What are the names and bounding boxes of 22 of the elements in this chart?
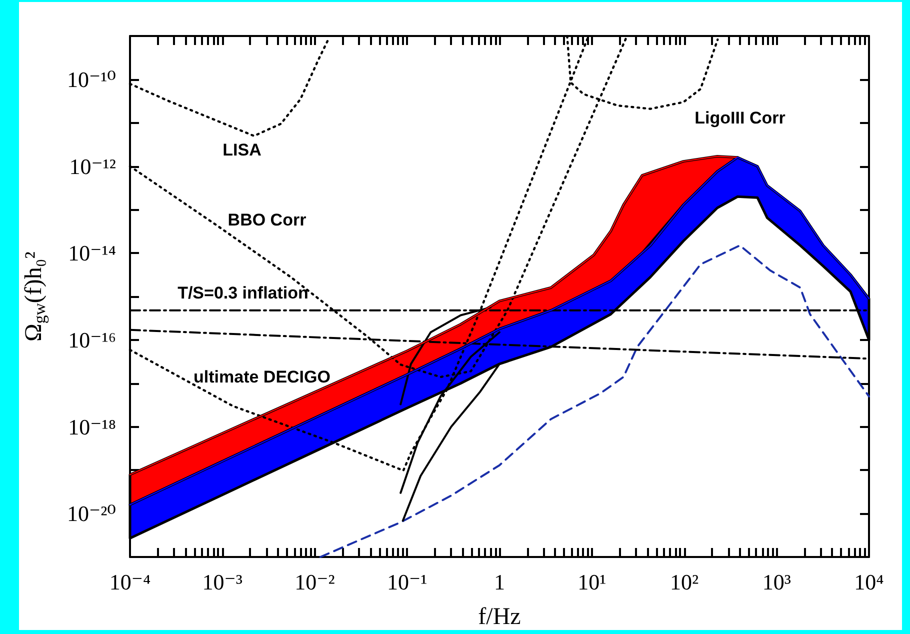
x-axis-title: f/Hz <box>478 604 521 630</box>
annotation: LigoIII Corr <box>694 108 786 128</box>
y-axis-title: Ωgw(f)h₀² <box>21 252 49 342</box>
annotation: ultimate DECIGO <box>194 368 330 386</box>
x-tick-label: 10⁻¹ <box>387 570 428 594</box>
x-tick-label: 10² <box>670 570 699 594</box>
x-tick-label: 10³ <box>762 570 792 594</box>
y-tick-label: 10⁻²⁰ <box>66 501 116 526</box>
x-tick-label: 10¹ <box>578 570 606 594</box>
y-tick-label: 10⁻¹⁸ <box>68 414 116 440</box>
x-tick-label: 10⁻⁴ <box>109 570 151 594</box>
x-tick-label: 10⁻² <box>294 570 336 594</box>
y-tick-label: 10⁻¹⁰ <box>66 66 116 92</box>
y-tick-label: 10⁻¹⁶ <box>68 327 116 352</box>
x-tick-label: 10⁻³ <box>202 570 243 594</box>
annotation: LISA <box>222 140 262 160</box>
annotation: BBO Corr <box>228 210 307 230</box>
annotation: T/S=0.3 inflation <box>178 284 308 302</box>
x-tick-label: 1 <box>494 570 505 594</box>
y-tick-label: 10⁻¹² <box>69 154 116 179</box>
y-tick-label: 10⁻¹⁴ <box>68 240 116 266</box>
x-tick-label: 10⁴ <box>854 570 884 594</box>
